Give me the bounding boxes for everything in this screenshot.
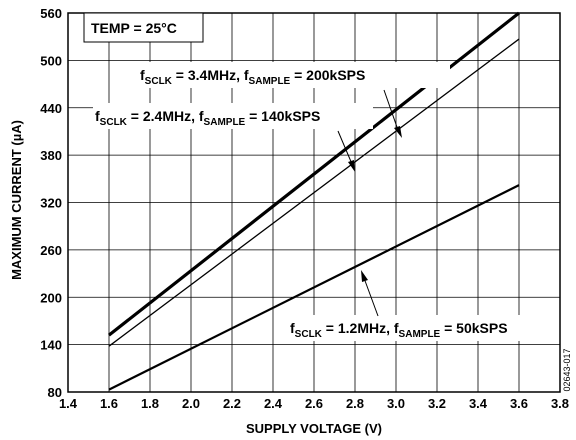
annotation-1-arrow [383,89,399,131]
x-tick-label: 1.8 [141,396,159,411]
annotation-1-bg [138,62,450,88]
figure-code: 02643-017 [562,348,572,391]
annotation-2: fSCLK = 2.4MHz, fSAMPLE = 140kSPS [95,108,320,128]
annotation-1: fSCLK = 3.4MHz, fSAMPLE = 200kSPS [140,67,365,87]
annotation-3-bg [288,315,556,341]
y-tick-label: 200 [40,290,62,305]
x-tick-label: 3.2 [428,396,446,411]
y-tick-label: 260 [40,243,62,258]
x-tick-label: 3.6 [510,396,528,411]
x-tick-label: 2.8 [346,396,364,411]
y-tick-label: 440 [40,101,62,116]
annotation-2-bg [93,103,373,129]
series-lines [108,11,520,391]
x-tick-label: 2.2 [223,396,241,411]
series-line-1 [108,11,520,337]
annotation-3-arrow [363,277,379,317]
y-tick-label: 500 [40,53,62,68]
x-tick-label: 1.6 [100,396,118,411]
y-tick-label: 80 [48,385,62,400]
x-axis-label: SUPPLY VOLTAGE (V) [246,421,382,436]
annotation-1-arrowhead [394,126,402,138]
x-tick-label: 2.4 [264,396,283,411]
x-tick-label: 3.8 [551,396,569,411]
annotation-3: fSCLK = 1.2MHz, fSAMPLE = 50kSPS [290,320,508,340]
y-tick-label: 320 [40,196,62,211]
annotation-2-arrowhead [348,160,355,172]
y-tick-label: 140 [40,338,62,353]
annotation-2-arrow [337,130,353,165]
plot-border [67,12,561,393]
annotation-3-arrowhead [361,270,368,282]
x-tick-label: 2.6 [305,396,323,411]
y-axis-label: MAXIMUM CURRENT (µA) [9,120,24,280]
y-tick-label: 380 [40,148,62,163]
series-line-2 [108,38,520,347]
x-tick-label: 1.4 [59,396,78,411]
temp-label-box [83,12,204,43]
x-tick-label: 2.0 [182,396,200,411]
y-tick-label: 560 [40,6,62,21]
tick-labels: 1.4 1.6 1.8 2.0 2.2 2.4 2.6 2.8 3.0 3.2 3.4 3.6 3.8 8… [40,6,569,411]
series-line-3 [108,184,520,391]
temp-label: TEMP = 25°C [91,20,177,36]
x-tick-label: 3.4 [469,396,488,411]
x-tick-label: 3.0 [387,396,405,411]
